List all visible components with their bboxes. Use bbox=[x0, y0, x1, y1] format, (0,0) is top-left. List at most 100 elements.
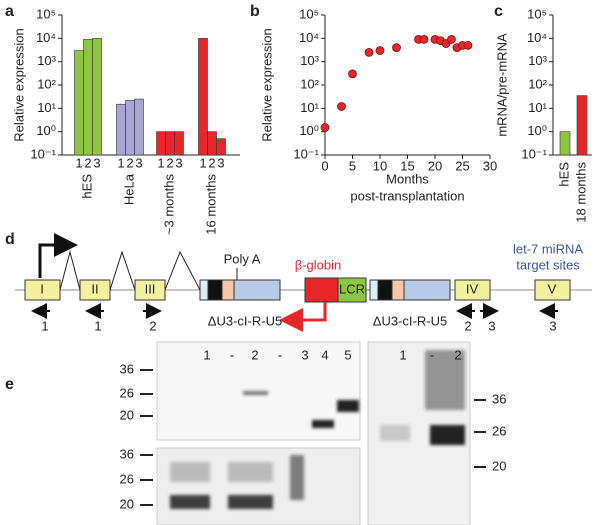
ltr-part bbox=[207, 279, 223, 301]
bar bbox=[92, 38, 102, 156]
point bbox=[320, 123, 330, 132]
y-tick-label: 10⁰ bbox=[36, 123, 56, 138]
bar bbox=[125, 100, 135, 156]
primer-label: 3 bbox=[488, 318, 495, 333]
bar bbox=[165, 131, 175, 156]
marker-ticks bbox=[140, 369, 486, 506]
panel-label: e bbox=[5, 376, 14, 393]
bar bbox=[216, 138, 226, 156]
target-label: let-7 miRNA bbox=[513, 241, 583, 256]
bar bbox=[116, 103, 126, 156]
exon-label: V bbox=[548, 281, 557, 296]
sample-label: 1 bbox=[117, 155, 124, 170]
y-tick-label: 10⁻¹ bbox=[30, 146, 56, 161]
lane-label: - bbox=[230, 347, 234, 362]
marker-label: 36 bbox=[120, 446, 134, 461]
y-tick-label: 10⁵ bbox=[299, 6, 319, 21]
lane-label: 2 bbox=[454, 347, 461, 362]
panel-label: c bbox=[494, 3, 503, 20]
y-tick-label: 10³ bbox=[37, 53, 56, 68]
sample-label: 2 bbox=[166, 155, 173, 170]
sample-label: 2 bbox=[84, 155, 91, 170]
panel-label: a bbox=[5, 3, 14, 20]
band bbox=[228, 462, 273, 482]
band bbox=[380, 425, 410, 441]
sample-label: 2 bbox=[126, 155, 133, 170]
charts: a Relative expression 10⁻¹ 10⁰ 10¹ 10² 10³ 10⁴ 1… bbox=[5, 3, 592, 235]
splice-lines bbox=[59, 250, 201, 291]
bar bbox=[174, 131, 184, 156]
y-axis-label: Relative expression bbox=[259, 28, 274, 141]
category-label: hES bbox=[79, 174, 94, 199]
bar bbox=[576, 95, 588, 156]
y-axis-label: mRNA/pre-mRNA bbox=[494, 33, 509, 137]
primer-label: 3 bbox=[549, 318, 556, 333]
bar bbox=[83, 39, 93, 156]
y-tick-label: 10⁴ bbox=[299, 30, 319, 45]
point bbox=[337, 102, 346, 111]
ltr bbox=[199, 279, 451, 301]
marker-label: 20 bbox=[120, 407, 134, 422]
y-tick-label: 10⁵ bbox=[36, 6, 56, 21]
exon-label: I bbox=[40, 281, 44, 296]
bar bbox=[134, 98, 144, 156]
bands bbox=[170, 350, 465, 509]
y-tick-label: 10⁰ bbox=[299, 123, 319, 138]
exon bbox=[24, 279, 61, 301]
point bbox=[447, 35, 456, 44]
y-tick-label: 10⁴ bbox=[36, 30, 56, 45]
lcr-box bbox=[337, 277, 367, 303]
y-tick-label: 10³ bbox=[300, 53, 319, 68]
lane-label: 4 bbox=[321, 347, 328, 362]
marker-label: 36 bbox=[492, 391, 506, 406]
lane-label: - bbox=[278, 347, 282, 362]
y-tick-label: 10² bbox=[528, 76, 547, 91]
ltr-label: ΔU3-cI-R-U5 bbox=[373, 313, 447, 328]
lane-label: 5 bbox=[344, 347, 351, 362]
x-tick-label: 15 bbox=[400, 158, 414, 173]
sample-label: 1 bbox=[199, 155, 206, 170]
point bbox=[419, 35, 429, 44]
gel-panel: e 1 - 2 - 3 4 5 1 - 2 bbox=[5, 341, 506, 525]
bar bbox=[74, 50, 84, 156]
exon bbox=[534, 279, 571, 301]
band bbox=[337, 400, 359, 412]
primer-label: 2 bbox=[464, 318, 471, 333]
y-tick-label: 10⁰ bbox=[527, 123, 547, 138]
x-tick-label: 30 bbox=[483, 158, 497, 173]
marker-label: 26 bbox=[492, 423, 506, 438]
band bbox=[430, 425, 465, 445]
target-label: target sites bbox=[516, 257, 580, 272]
promoter-arrow bbox=[38, 233, 78, 278]
band bbox=[425, 350, 465, 410]
x-tick-label: 10 bbox=[373, 158, 387, 173]
polya-label: Poly A bbox=[224, 251, 261, 266]
point bbox=[364, 47, 374, 57]
marker-label: 20 bbox=[120, 496, 134, 511]
primer-label: 2 bbox=[149, 318, 156, 333]
y-tick-label: 10¹ bbox=[37, 100, 56, 115]
lane-label: 2 bbox=[251, 347, 258, 362]
y-tick-label: 10⁵ bbox=[527, 6, 547, 21]
point bbox=[375, 46, 385, 55]
primer-label: 1 bbox=[41, 318, 48, 333]
lane-label: 1 bbox=[399, 347, 406, 362]
ltr-part bbox=[377, 279, 393, 301]
lane-label: 3 bbox=[301, 347, 308, 362]
panel-label: d bbox=[5, 231, 15, 248]
bar bbox=[559, 131, 571, 156]
point bbox=[348, 69, 357, 79]
marker-label: 26 bbox=[120, 471, 134, 486]
ltr-label: ΔU3-cI-R-U5 bbox=[208, 313, 282, 328]
exon-label: III bbox=[145, 281, 156, 296]
category-label: hES bbox=[556, 162, 571, 187]
exon-label: IV bbox=[466, 281, 479, 296]
ltr-part bbox=[221, 279, 235, 301]
sample-label: 3 bbox=[175, 155, 182, 170]
gel-image bbox=[156, 447, 361, 525]
marker-label: 20 bbox=[492, 458, 506, 473]
exon bbox=[79, 279, 111, 301]
ltr-part bbox=[369, 279, 379, 301]
sample-label: 3 bbox=[93, 155, 100, 170]
